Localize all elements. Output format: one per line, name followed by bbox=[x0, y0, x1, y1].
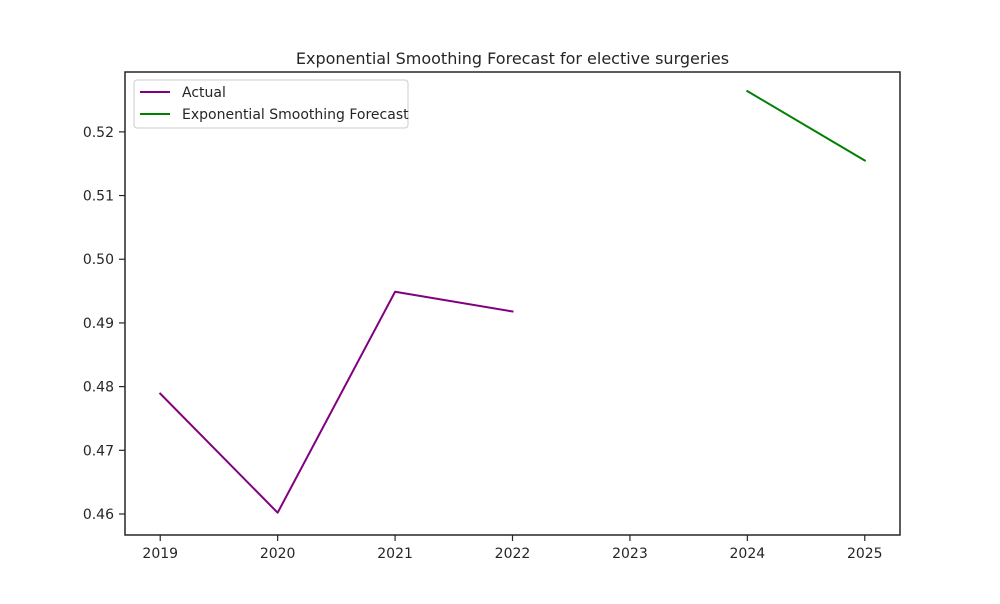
x-tick-label: 2025 bbox=[847, 546, 883, 562]
x-tick-label: 2022 bbox=[495, 546, 531, 562]
x-tick-label: 2020 bbox=[260, 546, 296, 562]
legend: Actual Exponential Smoothing Forecast bbox=[134, 80, 409, 128]
y-tick-label: 0.47 bbox=[83, 443, 114, 459]
y-tick-label: 0.49 bbox=[83, 316, 114, 332]
legend-label: Actual bbox=[182, 85, 226, 101]
y-tick-label: 0.46 bbox=[83, 507, 114, 523]
legend-label: Exponential Smoothing Forecast bbox=[182, 107, 409, 123]
chart-title: Exponential Smoothing Forecast for elect… bbox=[296, 49, 729, 68]
x-tick-label: 2019 bbox=[142, 546, 178, 562]
y-tick-label: 0.51 bbox=[83, 189, 114, 205]
y-tick-label: 0.52 bbox=[83, 125, 114, 141]
x-tick-label: 2023 bbox=[612, 546, 648, 562]
x-tick-label: 2024 bbox=[730, 546, 766, 562]
y-tick-label: 0.50 bbox=[83, 252, 114, 268]
x-tick-label: 2021 bbox=[377, 546, 413, 562]
y-tick-label: 0.48 bbox=[83, 380, 114, 396]
